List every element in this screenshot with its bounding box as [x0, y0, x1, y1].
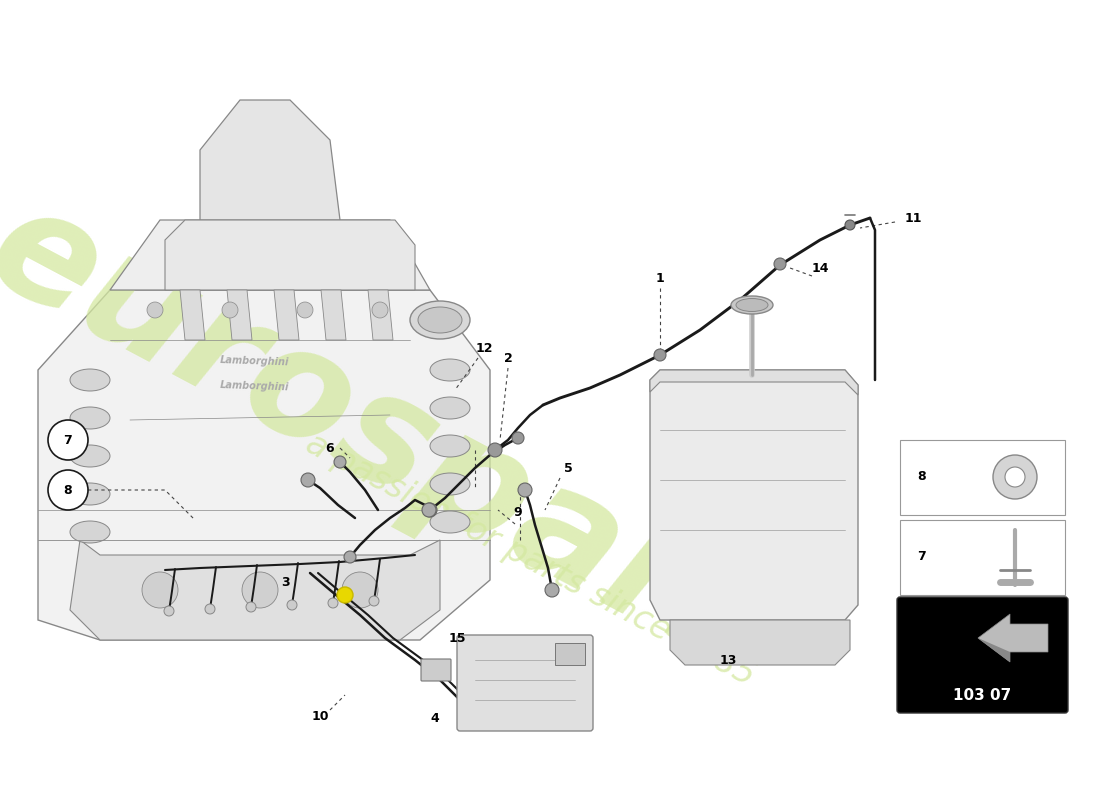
Circle shape [147, 302, 163, 318]
Polygon shape [165, 220, 415, 290]
Text: 5: 5 [563, 462, 572, 474]
Circle shape [518, 483, 532, 497]
Polygon shape [321, 290, 346, 340]
Text: 10: 10 [311, 710, 329, 722]
Ellipse shape [430, 397, 470, 419]
Bar [900, 440, 1065, 515]
Text: a passion for parts since 1985: a passion for parts since 1985 [299, 427, 760, 693]
Ellipse shape [70, 369, 110, 391]
Text: 3: 3 [280, 577, 289, 590]
Circle shape [222, 302, 238, 318]
Ellipse shape [70, 407, 110, 429]
Text: 2: 2 [504, 351, 513, 365]
Polygon shape [650, 370, 858, 620]
FancyBboxPatch shape [421, 659, 451, 681]
Circle shape [512, 432, 524, 444]
Ellipse shape [70, 483, 110, 505]
Ellipse shape [70, 445, 110, 467]
Polygon shape [39, 290, 490, 640]
Polygon shape [368, 290, 393, 340]
Text: 12: 12 [475, 342, 493, 354]
Circle shape [287, 600, 297, 610]
Text: 8: 8 [64, 483, 73, 497]
FancyBboxPatch shape [896, 597, 1068, 713]
Circle shape [544, 583, 559, 597]
Ellipse shape [430, 359, 470, 381]
Ellipse shape [430, 473, 470, 495]
Circle shape [297, 302, 313, 318]
Ellipse shape [736, 298, 768, 311]
Circle shape [205, 604, 214, 614]
Circle shape [344, 551, 356, 563]
Text: 103 07: 103 07 [953, 687, 1011, 702]
Polygon shape [650, 370, 858, 395]
Circle shape [845, 220, 855, 230]
Polygon shape [110, 220, 430, 290]
Polygon shape [227, 290, 252, 340]
Polygon shape [274, 290, 299, 340]
Polygon shape [670, 620, 850, 665]
Ellipse shape [70, 521, 110, 543]
Polygon shape [70, 540, 440, 640]
Polygon shape [180, 290, 205, 340]
Text: 7: 7 [917, 550, 926, 563]
Circle shape [422, 503, 436, 517]
Circle shape [1005, 467, 1025, 487]
Polygon shape [200, 100, 340, 220]
Text: 8: 8 [917, 470, 926, 483]
Text: 15: 15 [449, 631, 465, 645]
Circle shape [48, 470, 88, 510]
Ellipse shape [732, 296, 773, 314]
Ellipse shape [430, 435, 470, 457]
Circle shape [142, 572, 178, 608]
Text: eurospars: eurospars [0, 172, 795, 708]
FancyBboxPatch shape [456, 635, 593, 731]
Circle shape [301, 473, 315, 487]
Circle shape [342, 572, 378, 608]
Text: 1: 1 [656, 271, 664, 285]
Text: 13: 13 [719, 654, 737, 666]
Bar [900, 520, 1065, 595]
Text: 9: 9 [514, 506, 522, 518]
Circle shape [372, 302, 388, 318]
Ellipse shape [418, 307, 462, 333]
Circle shape [424, 503, 437, 517]
Circle shape [993, 455, 1037, 499]
Polygon shape [978, 638, 1010, 662]
Circle shape [328, 598, 338, 608]
Ellipse shape [410, 301, 470, 339]
Text: 14: 14 [812, 262, 828, 274]
Circle shape [488, 443, 502, 457]
Text: 4: 4 [430, 711, 439, 725]
Circle shape [242, 572, 278, 608]
Circle shape [774, 258, 786, 270]
Ellipse shape [430, 511, 470, 533]
Polygon shape [978, 614, 1048, 662]
Circle shape [48, 420, 88, 460]
Circle shape [337, 587, 353, 603]
Circle shape [654, 349, 666, 361]
Circle shape [246, 602, 256, 612]
Text: 7: 7 [64, 434, 73, 446]
Text: Lamborghini: Lamborghini [220, 379, 289, 392]
Circle shape [334, 456, 346, 468]
Text: 11: 11 [904, 211, 922, 225]
Text: Lamborghini: Lamborghini [220, 354, 289, 367]
Text: 6: 6 [326, 442, 334, 454]
Bar [556, 643, 585, 665]
Circle shape [164, 606, 174, 616]
Circle shape [368, 596, 379, 606]
